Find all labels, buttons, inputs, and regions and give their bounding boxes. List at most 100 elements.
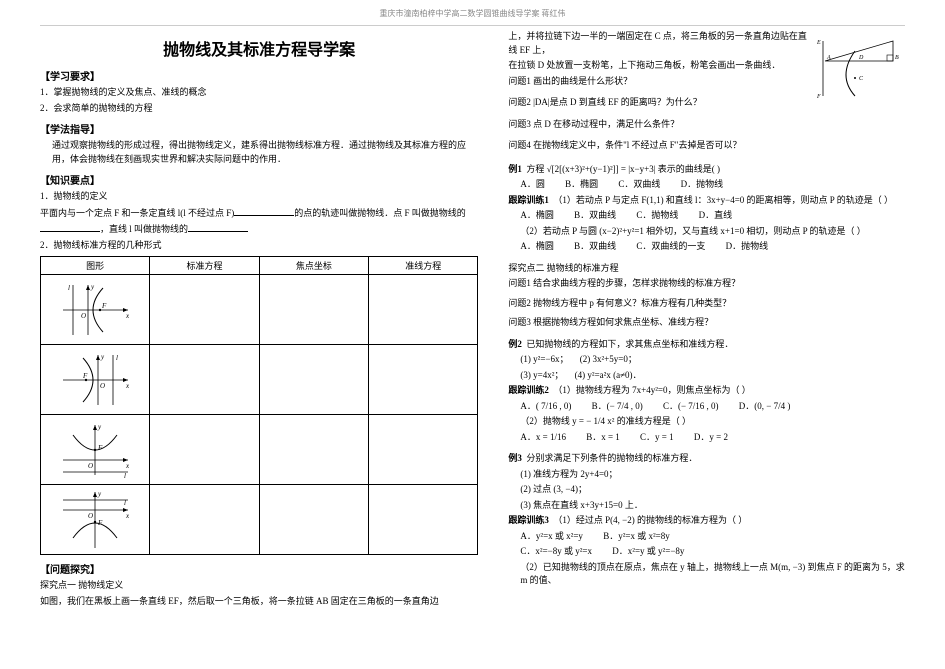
follow1-2-choices: A．椭圆 B．双曲线 C．双曲线的一支 D．抛物线 <box>520 240 905 254</box>
svg-text:E: E <box>816 40 821 46</box>
ex2-item: (2) 3x²+5y=0； <box>580 354 637 364</box>
choice-c: C．(− 7/16 , 0) <box>663 400 719 414</box>
triangle-ruler-diagram: E F A B D C <box>815 36 905 101</box>
graph-cell-2: x y O F l <box>41 345 150 415</box>
graph-cell-1: x y O F l <box>41 275 150 345</box>
choice-c: C．y = 1 <box>640 431 674 445</box>
explore-label: 【问题探究】 <box>40 561 478 576</box>
cell-blank <box>150 485 259 555</box>
req-item: 1．掌握抛物线的定义及焦点、准线的概念 <box>40 86 478 100</box>
cell-blank <box>259 485 368 555</box>
svg-text:F: F <box>816 94 821 100</box>
svg-text:x: x <box>125 382 130 390</box>
svg-text:y: y <box>90 283 95 291</box>
parabola-up-icon: x y O F l <box>58 420 133 480</box>
question-4: 问题4 在抛物线定义中，条件"l 不经过点 F"去掉是否可以？ <box>508 139 905 153</box>
kp-def-title: 1．抛物线的定义 <box>40 190 478 204</box>
page-header: 重庆市潼南柏梓中学高二数学圆锥曲线导学案 蒋红伟 <box>0 0 945 23</box>
svg-text:l: l <box>124 472 126 480</box>
follow2-1-choices: A．( 7/16 , 0) B．(− 7/4 , 0) C．(− 7/16 , … <box>520 400 905 414</box>
choice-c: C．x²=−8y 或 y²=x <box>520 545 592 559</box>
follow3-2: （2）已知抛物线的顶点在原点，焦点在 y 轴上，抛物线上一点 M(m, −3) … <box>508 561 905 588</box>
kp-def-text3: ，直线 l 叫做抛物线的 <box>100 224 188 234</box>
table-row: x y O F l <box>41 485 478 555</box>
forms-table: 图形 标准方程 焦点坐标 准线方程 x y O F <box>40 256 478 555</box>
cell-blank <box>150 275 259 345</box>
choice-a: A．圆 <box>520 178 545 192</box>
explore1-title: 探究点一 抛物线定义 <box>40 579 478 593</box>
svg-text:F: F <box>97 519 103 527</box>
choice-b: B．y²=x 或 x²=8y <box>603 530 670 544</box>
cell-blank <box>259 275 368 345</box>
svg-text:B: B <box>895 55 899 61</box>
follow1: 跟踪训练1 （1）若动点 P 与定点 F(1,1) 和直线 l：3x+y−4=0… <box>508 194 905 208</box>
ex2-item: (3) y=4x²； <box>520 370 563 380</box>
cell-blank <box>369 345 478 415</box>
follow2: 跟踪训练2 （1）抛物线方程为 7x+4y²=0，则焦点坐标为（ ） <box>508 384 905 398</box>
left-column: 抛物线及其标准方程导学案 【学习要求】 1．掌握抛物线的定义及焦点、准线的概念 … <box>40 28 478 610</box>
choice-a: A．x = 1/16 <box>520 431 566 445</box>
example-1: 例1 方程 √[2[(x+3)²+(y−1)²]] = |x−y+3| 表示的曲… <box>508 163 905 177</box>
kp-def-body2: ，直线 l 叫做抛物线的 <box>40 222 478 237</box>
right-column: E F A B D C 上，并将拉链下边一半的一端固定在 C 点，将三角板的另一… <box>508 28 905 610</box>
graph-cell-3: x y O F l <box>41 415 150 485</box>
th-focus: 焦点坐标 <box>259 257 368 275</box>
requirements-list: 1．掌握抛物线的定义及焦点、准线的概念 2．会求简单的抛物线的方程 <box>40 86 478 115</box>
cell-blank <box>369 485 478 555</box>
choice-a: A．椭圆 <box>520 209 554 223</box>
follow3-label: 跟踪训练3 <box>508 515 549 525</box>
ex2-row1: (1) y²=−6x； (2) 3x²+5y=0； <box>508 353 905 367</box>
choice-d: D．直线 <box>699 209 733 223</box>
ex2-item: (1) y²=−6x； <box>520 354 568 364</box>
choice-d: D．y = 2 <box>694 431 728 445</box>
th-graph: 图形 <box>41 257 150 275</box>
svg-text:D: D <box>858 55 864 61</box>
follow2-1: （1）抛物线方程为 7x+4y²=0，则焦点坐标为（ ） <box>553 385 750 395</box>
ex3-label: 例3 <box>508 453 522 463</box>
ex2-label: 例2 <box>508 339 522 349</box>
svg-text:O: O <box>100 382 105 390</box>
svg-text:x: x <box>125 462 130 470</box>
choice-c: C．双曲线 <box>618 178 660 192</box>
svg-text:A: A <box>826 55 831 61</box>
guidance-text: 通过观察抛物线的形成过程，得出抛物线定义，建系得出抛物线标准方程．通过抛物线及其… <box>40 139 478 166</box>
explore1-text: 如图，我们在黑板上画一条直线 EF，然后取一个三角板，将一条拉链 AB 固定在三… <box>40 595 478 609</box>
follow2-2: （2）抛物线 y = − 1/4 x² 的准线方程是（ ） <box>508 415 905 429</box>
requirements-label: 【学习要求】 <box>40 68 478 83</box>
choice-d: D．x²=y 或 y²=−8y <box>612 545 684 559</box>
parabola-left-icon: x y O F l <box>58 350 133 410</box>
content-area: 抛物线及其标准方程导学案 【学习要求】 1．掌握抛物线的定义及焦点、准线的概念 … <box>0 28 945 610</box>
th-eq: 标准方程 <box>150 257 259 275</box>
choice-a: A．y²=x 或 x²=y <box>520 530 583 544</box>
follow1-label: 跟踪训练1 <box>508 195 549 205</box>
choice-a: A．( 7/16 , 0) <box>520 400 571 414</box>
follow3-1: （1）经过点 P(4, −2) 的抛物线的标准方程为（ ） <box>553 515 747 525</box>
svg-text:F: F <box>101 302 107 310</box>
cell-blank <box>259 415 368 485</box>
example-3: 例3 分别求满足下列条件的抛物线的标准方程． <box>508 452 905 466</box>
choice-b: B．椭圆 <box>565 178 598 192</box>
req-item: 2．会求简单的抛物线的方程 <box>40 102 478 116</box>
doc-title: 抛物线及其标准方程导学案 <box>40 36 478 60</box>
ex1-choices: A．圆 B．椭圆 C．双曲线 D．抛物线 <box>520 178 905 192</box>
choice-d: D．抛物线 <box>681 178 724 192</box>
svg-text:F: F <box>82 372 88 380</box>
choice-b: B．(− 7/4 , 0) <box>592 400 643 414</box>
question2-3: 问题3 根据抛物线方程如何求焦点坐标、准线方程？ <box>508 316 905 330</box>
svg-text:y: y <box>100 353 105 361</box>
header-rule <box>40 25 905 26</box>
ex3-item: (1) 准线方程为 2y+4=0； <box>508 468 905 482</box>
svg-text:C: C <box>859 76 864 82</box>
svg-text:O: O <box>81 312 86 320</box>
svg-text:O: O <box>88 512 93 520</box>
choice-b: B．双曲线 <box>574 240 616 254</box>
table-header-row: 图形 标准方程 焦点坐标 准线方程 <box>41 257 478 275</box>
question-3: 问题3 点 D 在移动过程中，满足什么条件？ <box>508 118 905 132</box>
kp-def-body: 平面内与一个定点 F 和一条定直线 l(l 不经过点 F)的点的轨迹叫做抛物线．… <box>40 206 478 221</box>
ex2-row2: (3) y=4x²； (4) y²=a²x (a≠0)． <box>508 369 905 383</box>
cell-blank <box>369 415 478 485</box>
th-directrix: 准线方程 <box>369 257 478 275</box>
question2-2: 问题2 抛物线方程中 p 有何意义？标准方程有几种类型？ <box>508 297 905 311</box>
svg-text:y: y <box>97 490 102 498</box>
follow2-label: 跟踪训练2 <box>508 385 549 395</box>
